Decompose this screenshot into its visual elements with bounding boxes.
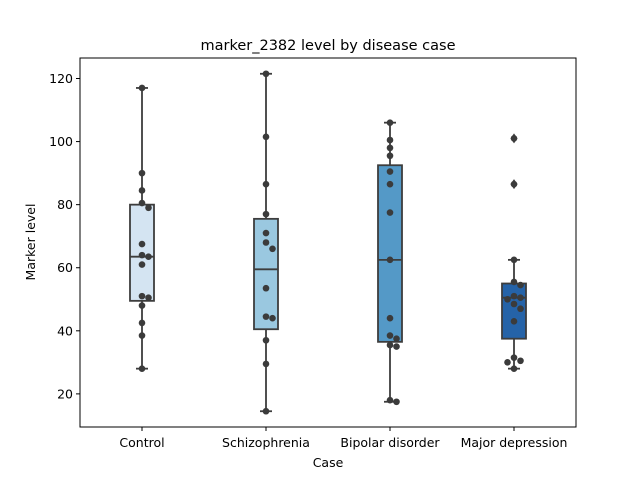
data-point bbox=[262, 210, 270, 218]
x-tick-label: Major depression bbox=[461, 435, 568, 450]
data-point bbox=[386, 152, 394, 160]
data-point bbox=[138, 84, 146, 92]
data-point bbox=[386, 396, 394, 404]
data-point bbox=[262, 133, 270, 141]
x-tick-label: Bipolar disorder bbox=[340, 435, 440, 450]
data-point bbox=[504, 359, 511, 366]
plot-frame bbox=[79, 57, 577, 428]
data-point bbox=[510, 256, 518, 264]
data-point bbox=[262, 229, 270, 237]
data-point bbox=[138, 261, 146, 268]
data-point bbox=[386, 209, 394, 216]
y-axis-label: Marker level bbox=[23, 204, 38, 281]
data-point bbox=[386, 341, 394, 349]
data-point bbox=[145, 253, 152, 260]
data-point bbox=[138, 251, 146, 259]
data-point bbox=[393, 343, 400, 350]
data-point bbox=[138, 240, 146, 248]
x-tick-label: Schizophrenia bbox=[222, 435, 310, 450]
data-point bbox=[269, 314, 276, 322]
x-axis-label: Case bbox=[313, 455, 344, 470]
data-point bbox=[262, 284, 270, 292]
data-point bbox=[138, 199, 146, 207]
data-point bbox=[386, 314, 394, 322]
data-point bbox=[386, 136, 394, 144]
data-point bbox=[386, 168, 394, 175]
box-iqr bbox=[253, 217, 279, 331]
data-point bbox=[145, 204, 152, 212]
data-point bbox=[262, 336, 270, 344]
data-point bbox=[262, 360, 270, 368]
data-point bbox=[393, 398, 400, 406]
data-point bbox=[517, 294, 524, 301]
data-point bbox=[510, 135, 518, 142]
data-point bbox=[510, 318, 518, 325]
data-point bbox=[386, 332, 394, 339]
data-point bbox=[138, 365, 146, 372]
data-point bbox=[510, 292, 518, 300]
y-tick-label: 20 bbox=[57, 386, 73, 401]
data-point bbox=[517, 305, 524, 313]
chart-title: marker_2382 level by disease case bbox=[201, 38, 456, 54]
data-point bbox=[138, 187, 146, 194]
data-point bbox=[138, 169, 146, 177]
y-tick-label: 120 bbox=[49, 71, 73, 86]
data-point bbox=[138, 332, 146, 339]
plot-area: 20 40 60 80 100 120 Control Schizophrenia Bipola… bbox=[49, 57, 577, 450]
data-point bbox=[269, 245, 276, 253]
data-point bbox=[386, 256, 394, 264]
data-point bbox=[504, 295, 511, 303]
data-point bbox=[510, 300, 518, 308]
data-point bbox=[386, 144, 394, 152]
data-point bbox=[510, 278, 518, 286]
data-point bbox=[517, 357, 524, 365]
data-point bbox=[510, 365, 518, 372]
data-point bbox=[262, 239, 270, 246]
y-tick-label: 60 bbox=[57, 260, 73, 275]
data-point bbox=[262, 180, 270, 188]
data-point bbox=[262, 407, 270, 415]
data-point bbox=[517, 281, 524, 289]
data-point bbox=[393, 335, 400, 342]
y-tick-label: 80 bbox=[57, 197, 73, 212]
x-tick-label: Control bbox=[119, 435, 164, 450]
data-point bbox=[262, 70, 270, 78]
data-point bbox=[262, 313, 270, 320]
data-point bbox=[510, 180, 518, 188]
data-point bbox=[386, 119, 394, 126]
y-tick-label: 40 bbox=[57, 323, 73, 338]
data-point bbox=[138, 319, 146, 327]
data-point bbox=[138, 302, 146, 309]
data-point bbox=[138, 292, 146, 300]
data-point bbox=[145, 294, 152, 301]
data-point bbox=[510, 354, 518, 361]
data-point bbox=[386, 180, 394, 188]
y-tick-label: 100 bbox=[49, 134, 73, 149]
